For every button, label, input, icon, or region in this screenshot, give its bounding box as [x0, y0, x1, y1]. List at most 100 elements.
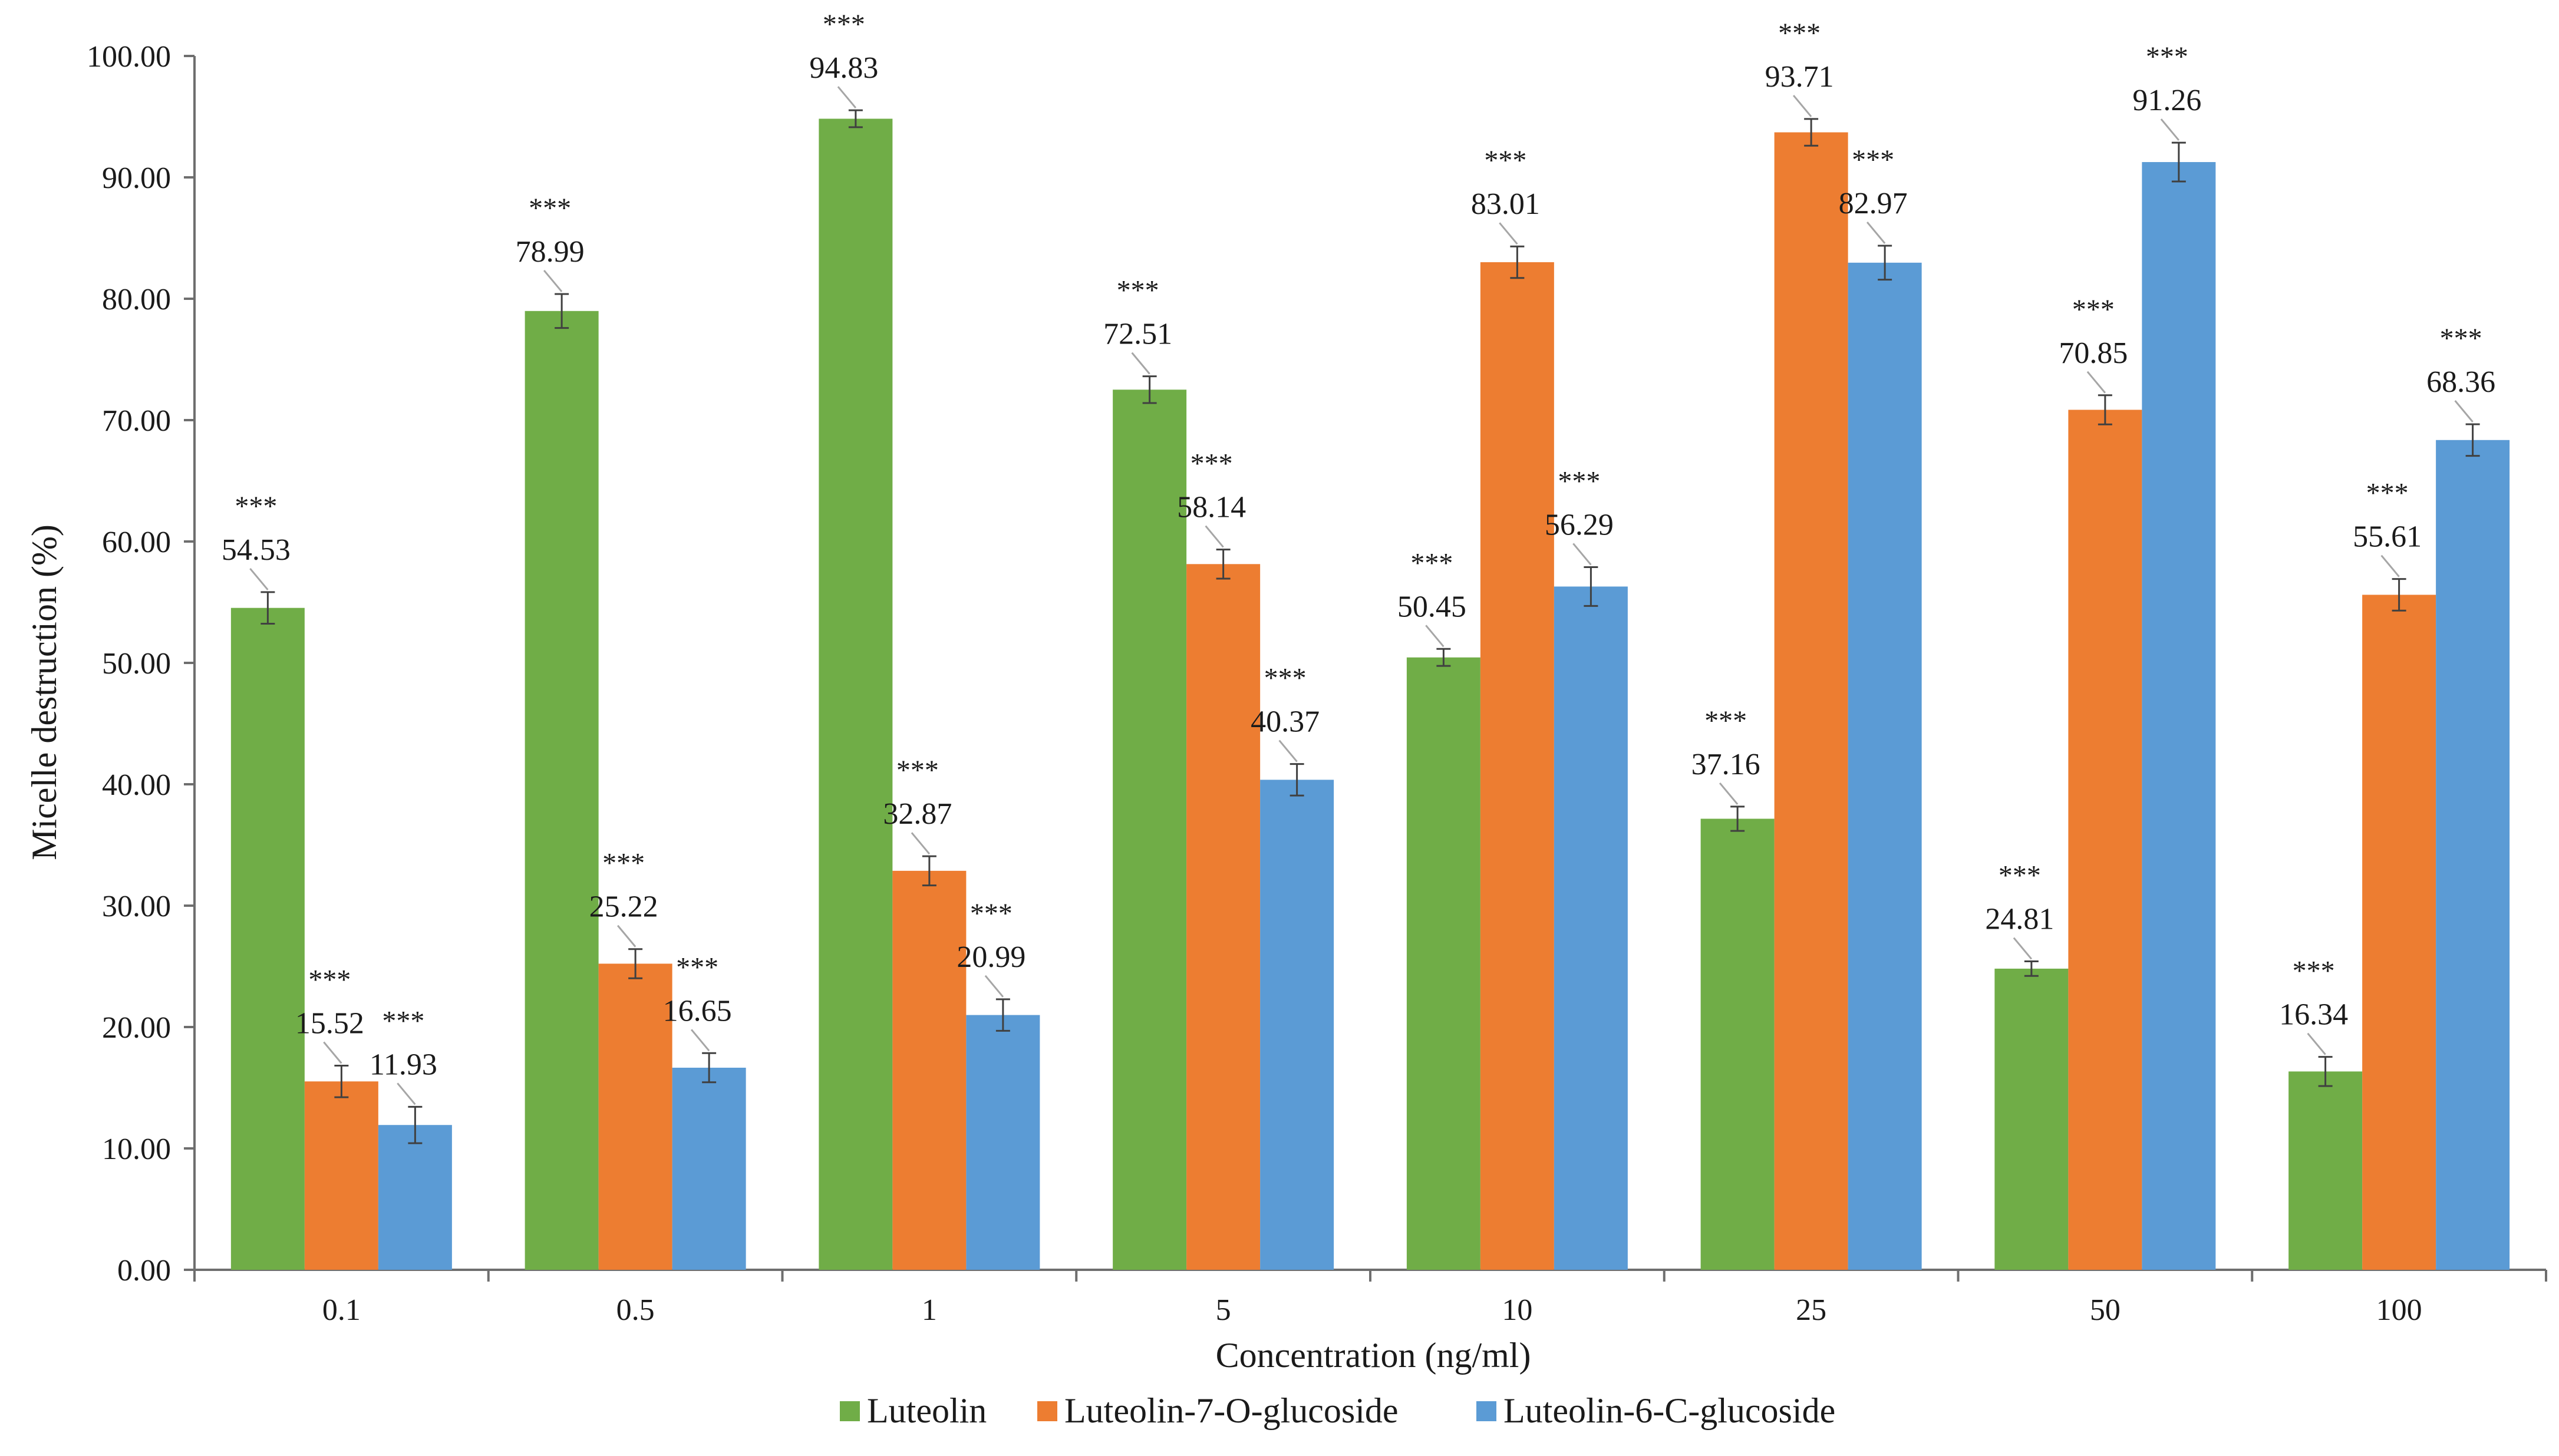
- legend-swatch: [1037, 1401, 1057, 1421]
- label-leader: [2160, 118, 2180, 141]
- bar: [819, 118, 893, 1270]
- data-label: 40.37: [1251, 705, 1320, 739]
- y-tick-label: 10.00: [102, 1133, 171, 1166]
- y-tick-label: 30.00: [102, 890, 171, 923]
- bar: [1774, 132, 1848, 1270]
- data-label: 78.99: [516, 235, 585, 269]
- significance-label: ***: [1852, 144, 1894, 176]
- significance-label: ***: [2293, 956, 2335, 987]
- bar: [2068, 410, 2142, 1270]
- data-label: 16.34: [2279, 998, 2348, 1032]
- legend-swatch: [1476, 1401, 1496, 1421]
- data-label: 55.61: [2353, 520, 2422, 554]
- significance-label: ***: [676, 952, 718, 983]
- significance-label: ***: [1117, 275, 1159, 306]
- data-label: 11.93: [370, 1048, 437, 1081]
- significance-label: ***: [235, 491, 277, 522]
- x-tick-label: 10: [1502, 1293, 1532, 1327]
- significance-label: ***: [1410, 547, 1453, 579]
- bars: [230, 109, 2510, 1270]
- bar: [1480, 262, 1554, 1270]
- x-tick-label: 0.1: [322, 1293, 361, 1327]
- x-tick-label: 5: [1216, 1293, 1231, 1327]
- data-label: 20.99: [957, 940, 1025, 974]
- label-leader: [837, 86, 857, 109]
- significance-label: ***: [2440, 323, 2482, 354]
- bar: [966, 1015, 1040, 1270]
- bar: [2362, 595, 2436, 1270]
- label-leader: [1131, 352, 1150, 375]
- data-label: 50.45: [1397, 590, 1466, 623]
- data-label: 82.97: [1839, 187, 1908, 220]
- bar: [1260, 780, 1334, 1270]
- bar: [1406, 657, 1480, 1270]
- bar: [892, 870, 967, 1270]
- significance-label: ***: [1999, 860, 2041, 892]
- data-label: 83.01: [1471, 187, 1540, 221]
- significance-label: ***: [970, 898, 1013, 929]
- label-leader: [984, 975, 1004, 998]
- significance-label: ***: [1484, 145, 1526, 176]
- bar: [1554, 586, 1628, 1270]
- bar: [304, 1081, 378, 1270]
- label-leader: [1278, 739, 1298, 762]
- y-tick-label: 20.00: [102, 1011, 171, 1045]
- bar: [1994, 968, 2069, 1270]
- data-label: 58.14: [1177, 491, 1246, 524]
- label-leader: [323, 1041, 342, 1064]
- axes: 0.00 10.00 20.00 30.00 40.00 50.00 60.00 70.00 8…: [87, 40, 2547, 1327]
- data-label: 94.83: [809, 51, 878, 85]
- significance-label: ***: [382, 1005, 424, 1036]
- bar: [2288, 1071, 2363, 1270]
- significance-label: ***: [1704, 705, 1747, 737]
- significance-label: ***: [1264, 663, 1307, 694]
- bar: [230, 608, 305, 1270]
- label-leader: [1205, 525, 1224, 548]
- y-tick-label: 100.00: [87, 40, 171, 74]
- bar: [378, 1125, 452, 1270]
- significance-label: ***: [2146, 41, 2188, 72]
- significance-label: ***: [308, 965, 351, 996]
- label-leader: [690, 1029, 710, 1052]
- bar: [672, 1068, 746, 1270]
- significance-label: ***: [2366, 478, 2409, 509]
- data-label: 16.65: [663, 994, 732, 1028]
- x-tick-label: 50: [2090, 1293, 2121, 1327]
- label-leader: [1572, 543, 1592, 566]
- data-label: 24.81: [1985, 903, 2054, 936]
- label-leader: [1425, 625, 1445, 648]
- significance-label: ***: [529, 193, 571, 224]
- y-tick-label: 0.00: [117, 1254, 171, 1287]
- y-tick-label: 70.00: [102, 404, 171, 438]
- significance-label: ***: [1778, 18, 1821, 49]
- y-axis-title: Micelle destruction (%): [25, 524, 64, 860]
- data-label: 54.53: [222, 533, 291, 567]
- label-leader: [2086, 371, 2106, 394]
- data-label: 93.71: [1765, 60, 1834, 94]
- label-leader: [2380, 554, 2400, 577]
- bar: [2142, 162, 2216, 1270]
- legend: Luteolin Luteolin-7-O-glucoside Luteolin-6…: [840, 1391, 1835, 1430]
- bar: [1848, 262, 1922, 1270]
- data-label: 70.85: [2059, 336, 2128, 370]
- x-tick-label: 100: [2376, 1293, 2422, 1327]
- data-label: 56.29: [1545, 508, 1614, 542]
- label-leader: [1499, 222, 1518, 245]
- bar: [1113, 389, 1187, 1270]
- x-tick-label: 0.5: [616, 1293, 655, 1327]
- label-leader: [1866, 222, 1886, 244]
- y-tick-label: 80.00: [102, 283, 171, 316]
- label-leader: [2307, 1032, 2326, 1055]
- data-labels: 54.53 *** 15.52 *** 11.93 *** 78.99 *** 25.22 ***…: [222, 9, 2495, 1105]
- bar: [1700, 818, 1775, 1270]
- label-leader: [397, 1082, 416, 1105]
- data-label: 37.16: [1691, 748, 1760, 781]
- legend-label: Luteolin: [867, 1391, 987, 1430]
- data-label: 15.52: [295, 1007, 364, 1041]
- x-axis-title: Concentration (ng/ml): [1216, 1336, 1531, 1375]
- significance-label: ***: [2072, 294, 2115, 325]
- data-label: 32.87: [883, 797, 952, 831]
- y-tick-label: 90.00: [102, 161, 171, 195]
- y-tick-label: 40.00: [102, 768, 171, 802]
